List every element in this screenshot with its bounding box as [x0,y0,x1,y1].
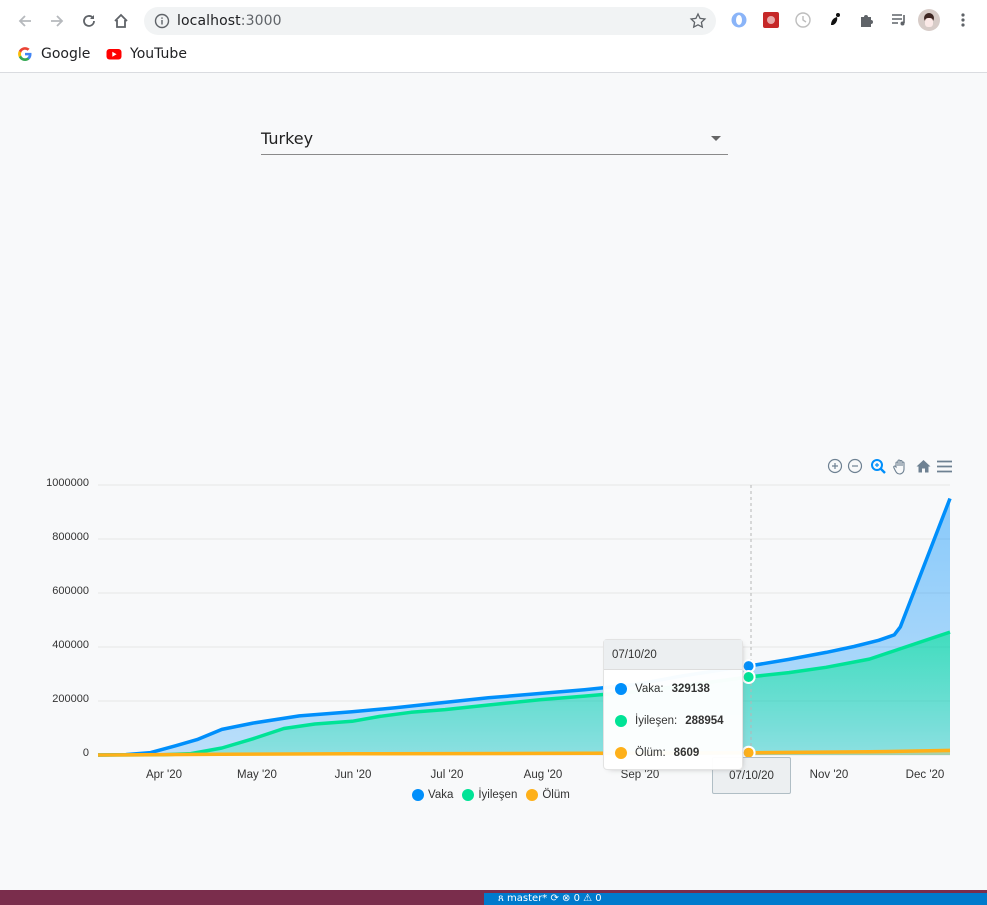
youtube-icon [106,46,122,62]
series-marker-icon [615,715,627,727]
x-tick-label: Aug '20 [523,769,563,781]
legend-marker-icon [412,789,424,801]
legend-label: İyileşen [478,789,518,801]
x-tick-label: Sep '20 [620,769,660,781]
back-button[interactable] [13,9,37,33]
y-tick-label: 400000 [52,639,89,651]
home-icon [114,13,128,28]
extension-opera-icon[interactable] [729,10,749,30]
reset-home-icon[interactable] [914,457,932,475]
home-button[interactable] [109,9,133,33]
y-tick-label: 0 [82,747,89,759]
back-arrow-icon [18,15,31,27]
zoom-out-icon[interactable] [846,457,864,475]
extension-timer-icon[interactable] [793,10,813,30]
series-marker-icon [615,683,627,695]
legend-item-vaka[interactable]: Vaka [412,789,453,801]
legend-item-iyilesen[interactable]: İyileşen [462,789,517,801]
y-tick-label: 1000000 [46,477,89,489]
country-select-value: Turkey [261,129,314,148]
browser-toolbar: localhost:3000 Google YouTube [0,0,987,73]
x-tick-label: Jun '20 [334,769,372,781]
x-tick-label: Dec '20 [905,769,945,781]
forward-arrow-icon [51,15,64,27]
x-tick-label: Jul '20 [430,769,464,781]
x-tick-label: May '20 [237,769,277,781]
x-tick-label: Apr '20 [145,769,183,781]
crosshair-x-label: 07/10/20 [712,757,791,794]
legend-label: Ölüm [542,789,570,801]
profile-avatar[interactable] [918,9,940,31]
legend-label: Vaka [428,789,454,801]
chart-lines [97,497,952,757]
browser-menu-icon[interactable] [953,10,973,30]
extensions-puzzle-icon[interactable] [857,10,877,30]
y-tick-label: 200000 [52,693,89,705]
tooltip-label: Vaka: [635,683,664,695]
forward-button[interactable] [45,9,69,33]
y-tick-label: 600000 [52,585,89,597]
chart-tooltip: 07/10/20 Vaka: 329138 İyileşen: 288954 Ö… [603,639,743,770]
y-tick-label: 800000 [52,531,89,543]
chart-areas [98,498,950,755]
tooltip-label: İyileşen: [635,715,678,727]
line-olum [97,748,951,757]
bookmark-youtube[interactable]: YouTube [106,44,187,64]
country-select[interactable]: Turkey [261,121,728,155]
info-icon [154,13,170,29]
legend-marker-icon [526,789,539,801]
tooltip-row-olum: Ölüm: 8609 [615,745,699,761]
bookmark-label: Google [41,46,91,62]
extension-gnome-icon[interactable] [825,10,845,30]
chart-menu-icon[interactable] [935,457,953,475]
reload-icon [83,15,95,27]
tooltip-value: 288954 [685,715,724,727]
chart-legend: Vaka İyileşen Ölüm [412,787,579,803]
media-queue-icon[interactable] [889,10,909,30]
extension-red-icon[interactable] [761,10,781,30]
tooltip-value: 8609 [673,747,700,759]
hover-marker-iyilesen [741,670,756,684]
line-iyilesen [97,630,951,757]
editor-status-bar: ጸ master* ⟳ ⊗ 0 ⚠ 0 [484,893,987,905]
series-marker-icon [615,747,627,759]
url-text: localhost:3000 [177,13,282,29]
bookmark-star-icon[interactable] [689,12,707,30]
google-icon [17,46,33,62]
tooltip-row-vaka: Vaka: 329138 [615,681,710,697]
dropdown-caret-icon [711,136,721,141]
legend-item-olum[interactable]: Ölüm [526,789,570,801]
line-vaka [97,497,952,757]
bookmark-google[interactable]: Google [17,44,90,64]
zoom-selection-icon[interactable] [869,457,887,475]
address-bar[interactable]: localhost:3000 [144,7,716,35]
tooltip-row-iyilesen: İyileşen: 288954 [615,713,724,729]
legend-marker-icon [462,789,475,801]
tooltip-title: 07/10/20 [604,640,742,670]
tooltip-label: Ölüm: [635,747,666,759]
x-tick-label: Nov '20 [809,769,849,781]
bookmark-label: YouTube [130,46,187,62]
reload-button[interactable] [77,9,101,33]
zoom-in-icon[interactable] [826,457,844,475]
pan-icon[interactable] [891,457,909,475]
tooltip-value: 329138 [671,683,710,695]
